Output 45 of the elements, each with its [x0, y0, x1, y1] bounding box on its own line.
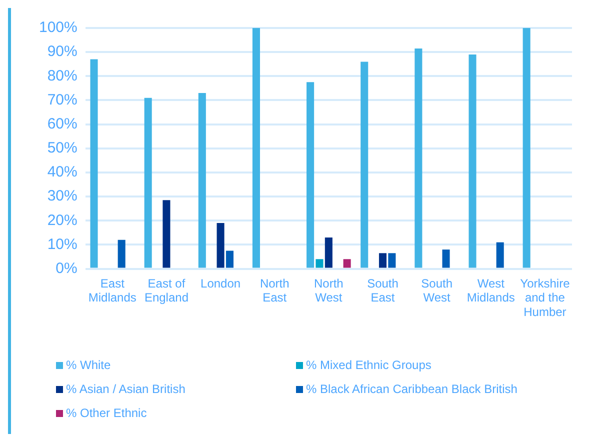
y-tick-label: 40% — [47, 164, 78, 181]
x-tick-label: North West — [314, 276, 344, 305]
y-tick-label: 30% — [47, 188, 78, 205]
x-tick-label: West Midlands — [466, 276, 515, 305]
x-tick-label: London — [200, 276, 241, 290]
y-tick-label: 60% — [47, 115, 78, 132]
y-tick-label: 20% — [47, 212, 78, 229]
x-tick-label: South East — [367, 276, 398, 305]
bar — [162, 200, 170, 268]
bar — [522, 28, 530, 268]
bar — [216, 223, 224, 268]
bar — [343, 259, 351, 268]
bar — [144, 98, 152, 268]
bar — [226, 250, 234, 268]
legend-label: % Asian / Asian British — [66, 382, 186, 396]
y-tick-label: 90% — [47, 43, 78, 60]
bar — [252, 28, 260, 268]
y-tick-label: 100% — [38, 19, 78, 36]
legend-label: % Black African Caribbean Black British — [306, 382, 518, 396]
x-tick-label: East of England — [144, 276, 188, 305]
y-tick-label: 80% — [47, 67, 78, 84]
bar — [306, 82, 314, 268]
y-tick-label: 50% — [47, 140, 78, 157]
bar — [468, 54, 476, 268]
bar — [90, 59, 98, 268]
x-tick-label: North East — [260, 276, 290, 305]
legend-label: % Mixed Ethnic Groups — [306, 358, 432, 372]
legend-label: % Other Ethnic — [66, 406, 147, 420]
legend-label: % White — [66, 358, 111, 372]
bar — [388, 253, 396, 268]
bar — [316, 259, 324, 268]
x-tick-label: South West — [421, 276, 453, 305]
x-tick-label: Yorkshire and the Humber — [520, 276, 570, 320]
y-tick-label: 10% — [47, 236, 78, 253]
bar — [414, 48, 422, 268]
x-tick-label: East Midlands — [88, 276, 136, 305]
bar — [198, 93, 206, 268]
bar — [378, 253, 387, 268]
bar — [118, 240, 126, 268]
bar — [324, 237, 332, 268]
bar — [360, 62, 368, 268]
y-tick-label: 70% — [47, 91, 78, 108]
bar — [496, 242, 504, 268]
y-tick-label: 0% — [56, 260, 78, 277]
bar — [442, 250, 450, 268]
